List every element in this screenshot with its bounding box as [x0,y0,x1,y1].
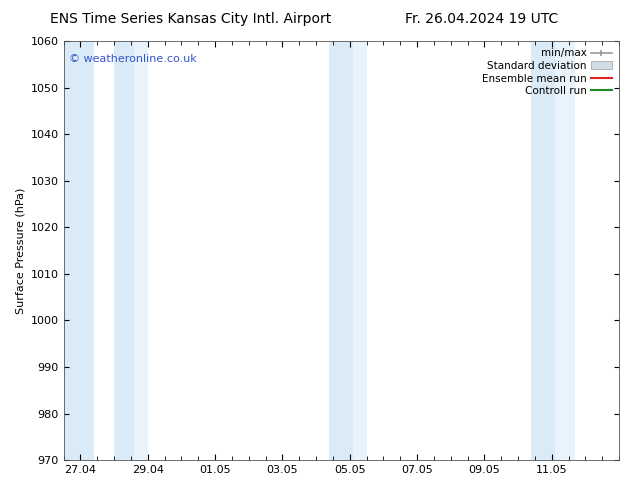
Text: Fr. 26.04.2024 19 UTC: Fr. 26.04.2024 19 UTC [405,12,559,26]
Bar [330,41,353,460]
Bar [353,41,366,460]
Bar [114,41,134,460]
Bar [555,41,575,460]
Legend: min/max, Standard deviation, Ensemble mean run, Controll run: min/max, Standard deviation, Ensemble me… [480,46,614,98]
Text: ENS Time Series Kansas City Intl. Airport: ENS Time Series Kansas City Intl. Airpor… [49,12,331,26]
Bar [531,41,555,460]
Bar [134,41,148,460]
Bar [63,41,94,460]
Y-axis label: Surface Pressure (hPa): Surface Pressure (hPa) [15,187,25,314]
Text: © weatheronline.co.uk: © weatheronline.co.uk [69,53,197,64]
